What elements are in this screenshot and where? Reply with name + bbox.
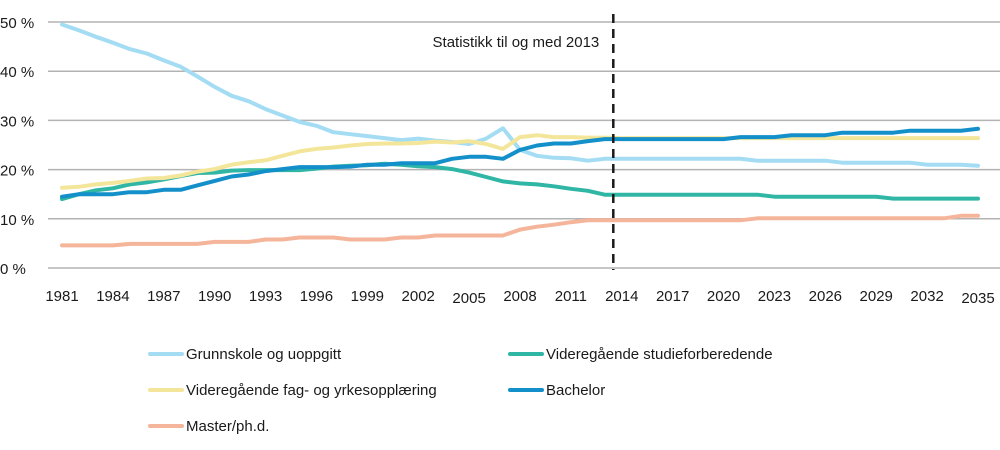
y-tick-label: 50 % bbox=[0, 15, 34, 32]
y-axis-ticks: 0 % 10 % 20 % 30 % 40 % 50 % bbox=[0, 15, 34, 278]
y-tick-label: 10 % bbox=[0, 212, 34, 229]
x-tick-label: 1984 bbox=[96, 288, 129, 305]
y-tick-label: 0 % bbox=[0, 261, 26, 278]
x-tick-label: 1996 bbox=[300, 288, 333, 305]
legend: Grunnskole og uoppgitt Videregående studi… bbox=[148, 346, 773, 435]
x-tick-label: 2011 bbox=[555, 288, 587, 305]
x-tick-label: 2026 bbox=[809, 288, 842, 305]
legend-item: Master/ph.d. bbox=[148, 418, 269, 435]
legend-item: Videregående fag- og yrkesopplæring bbox=[148, 382, 437, 399]
x-tick-label: 2008 bbox=[503, 288, 536, 305]
x-tick-label: 2014 bbox=[605, 288, 638, 305]
x-tick-label: 1993 bbox=[249, 288, 282, 305]
legend-label: Videregående studieforberedende bbox=[546, 346, 773, 363]
x-tick-label: 2023 bbox=[758, 288, 791, 305]
x-tick-label: 2029 bbox=[860, 288, 893, 305]
legend-label: Videregående fag- og yrkesopplæring bbox=[186, 382, 437, 399]
x-axis-ticks: 1981 1984 1987 1990 1993 1996 1999 2002 2005 2008… bbox=[45, 288, 994, 307]
series-line-bachelor bbox=[60, 126, 980, 199]
gridlines bbox=[48, 21, 1000, 269]
series-line-videreg-ende-studieforberedende bbox=[60, 161, 980, 202]
legend-label: Bachelor bbox=[546, 382, 605, 399]
x-tick-label: 2032 bbox=[910, 288, 943, 305]
x-tick-label: 1990 bbox=[198, 288, 231, 305]
x-tick-label: 1999 bbox=[351, 288, 384, 305]
x-tick-label: 2020 bbox=[707, 288, 740, 305]
y-tick-label: 40 % bbox=[0, 64, 34, 81]
legend-item: Bachelor bbox=[508, 382, 605, 399]
series-lines bbox=[60, 22, 980, 248]
x-tick-label: 2002 bbox=[402, 288, 435, 305]
y-tick-label: 20 % bbox=[0, 163, 34, 180]
legend-label: Master/ph.d. bbox=[186, 418, 269, 435]
statistics-annotation: Statistikk til og med 2013 bbox=[433, 34, 600, 51]
x-tick-label: 2017 bbox=[656, 288, 689, 305]
legend-item: Grunnskole og uoppgitt bbox=[148, 346, 342, 363]
y-tick-label: 30 % bbox=[0, 113, 34, 130]
legend-item: Videregående studieforberedende bbox=[508, 346, 773, 363]
series-line-videreg-ende-fag-og-yrkesoppl-ring bbox=[60, 133, 980, 190]
x-tick-label: 2005 bbox=[452, 290, 485, 307]
x-tick-label: 1987 bbox=[147, 288, 180, 305]
x-tick-label: 1981 bbox=[45, 288, 78, 305]
x-tick-label: 2035 bbox=[961, 290, 994, 307]
series-line-master-ph-d- bbox=[60, 213, 980, 248]
legend-label: Grunnskole og uoppgitt bbox=[186, 346, 342, 363]
